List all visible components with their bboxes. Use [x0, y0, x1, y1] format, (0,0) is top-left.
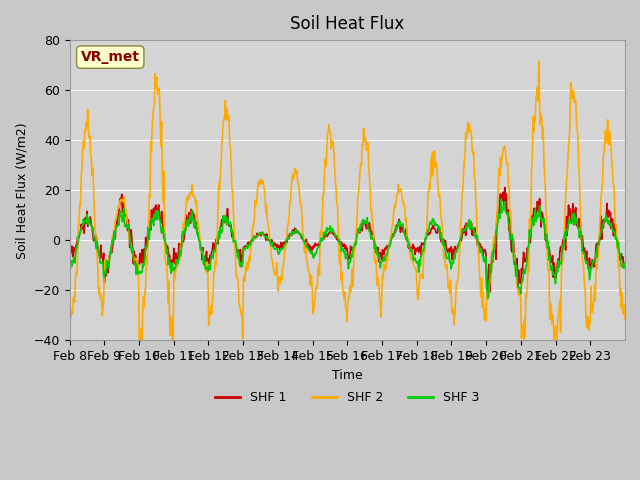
- SHF 1: [501, 185, 509, 191]
- SHF 2: [282, 241, 290, 247]
- SHF 3: [436, 224, 444, 230]
- SHF 2: [131, 257, 139, 263]
- SHF 2: [405, 243, 413, 249]
- Title: Soil Heat Flux: Soil Heat Flux: [290, 15, 404, 33]
- SHF 2: [436, 204, 444, 210]
- SHF 1: [260, 231, 268, 237]
- SHF 1: [66, 246, 74, 252]
- SHF 2: [136, 337, 144, 343]
- SHF 2: [66, 296, 74, 301]
- SHF 3: [282, 240, 289, 246]
- Line: SHF 3: SHF 3: [70, 199, 625, 299]
- SHF 3: [131, 262, 139, 268]
- SHF 3: [497, 196, 505, 202]
- SHF 1: [131, 262, 139, 268]
- SHF 3: [260, 233, 268, 239]
- SHF 3: [66, 270, 74, 276]
- SHF 1: [404, 245, 412, 251]
- Line: SHF 1: SHF 1: [70, 188, 625, 292]
- SHF 3: [484, 296, 492, 301]
- SHF 2: [621, 316, 629, 322]
- SHF 3: [621, 265, 629, 271]
- SHF 2: [234, 276, 241, 281]
- SHF 1: [621, 259, 629, 265]
- SHF 2: [535, 58, 543, 64]
- SHF 3: [404, 240, 412, 245]
- Y-axis label: Soil Heat Flux (W/m2): Soil Heat Flux (W/m2): [15, 122, 28, 259]
- SHF 3: [233, 247, 241, 252]
- Legend: SHF 1, SHF 2, SHF 3: SHF 1, SHF 2, SHF 3: [211, 386, 484, 409]
- SHF 1: [436, 228, 444, 233]
- SHF 2: [261, 195, 269, 201]
- Text: VR_met: VR_met: [81, 50, 140, 64]
- Line: SHF 2: SHF 2: [70, 61, 625, 340]
- X-axis label: Time: Time: [332, 369, 363, 382]
- SHF 1: [233, 247, 241, 253]
- SHF 1: [282, 240, 289, 246]
- SHF 1: [486, 289, 493, 295]
